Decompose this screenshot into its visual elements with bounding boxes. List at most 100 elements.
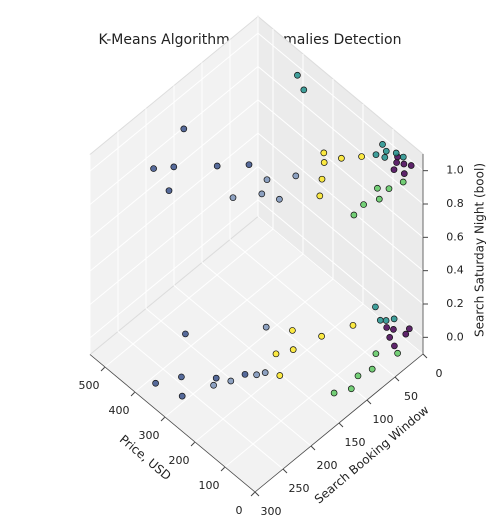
point [178,392,186,400]
y-tick-label: 300 [261,505,282,518]
point [150,165,157,172]
z-tick-label: 0.6 [446,230,464,243]
point [354,372,362,380]
point [276,195,283,203]
point [180,125,188,133]
axis-line [254,353,424,493]
point [407,162,415,169]
point [261,369,269,376]
z-tick-label: 1.0 [446,164,464,177]
grid-line [117,331,284,470]
point [385,185,393,193]
point [399,178,407,186]
point [394,349,401,357]
x-tick [130,391,136,397]
point [390,326,397,333]
x-tick-label: 0 [236,504,243,517]
grid-line [257,99,424,238]
point [294,71,301,79]
axis-line [89,354,256,493]
y-tick-label: 100 [373,413,394,426]
point [382,317,390,324]
point [289,346,297,353]
grid-line [229,239,396,378]
x-tick-label: 100 [199,479,220,492]
y-tick-label: 200 [317,459,338,472]
point [405,325,413,333]
point [241,370,249,378]
point [330,389,338,397]
point [320,159,328,166]
y-tick-label: 50 [404,390,418,403]
point [358,153,365,160]
x-tick [100,366,106,372]
point [165,187,173,195]
x-tick-label: 400 [109,404,130,417]
point [386,334,394,341]
grid-line [257,66,424,205]
grid-line [89,66,259,205]
point [390,315,398,323]
grid-line [145,308,312,447]
point [393,159,400,166]
point [390,166,398,174]
point [372,303,379,311]
z-tick-label: 0.4 [446,264,464,277]
point [229,194,237,202]
y-tick [366,399,372,405]
point [178,373,185,381]
point [292,172,300,180]
point [400,170,408,177]
point [182,330,189,338]
point [360,201,367,208]
y-tick [422,353,428,359]
point [258,190,266,198]
point [318,332,325,340]
point [392,149,400,157]
point [350,211,358,219]
grid-line [257,132,424,272]
y-tick [310,445,316,451]
point [379,140,386,148]
z-tick-label: 0.8 [446,197,464,210]
grid-line [89,132,259,272]
grid-line [173,285,340,424]
point [349,321,357,329]
grid-line [257,199,424,338]
y-tick [282,468,288,474]
point [263,176,271,184]
z-axis-label: Search Saturday Night (bool) [473,163,487,337]
point [400,160,408,168]
point [170,163,178,171]
y-tick [338,422,344,428]
point [375,195,383,203]
grid-line [257,166,424,305]
y-tick [254,491,260,497]
point [399,153,407,161]
point [372,350,380,358]
point [338,154,345,162]
point [245,161,253,169]
point [318,175,326,183]
point [372,151,380,159]
grid-line [257,32,424,172]
point [382,147,390,155]
point [253,371,260,379]
grid-line [89,32,259,172]
x-tick [190,441,196,447]
point [210,381,217,389]
point [276,372,284,379]
point [347,385,355,393]
x-tick-label: 500 [79,379,100,392]
point [212,374,220,382]
point [383,324,391,331]
grid-line [89,166,259,305]
x-tick [160,416,166,422]
z-tick-label: 0.0 [446,330,464,343]
x-tick-label: 200 [169,454,190,467]
point [368,365,376,373]
point [391,342,398,350]
point [262,323,270,331]
point [376,316,384,324]
